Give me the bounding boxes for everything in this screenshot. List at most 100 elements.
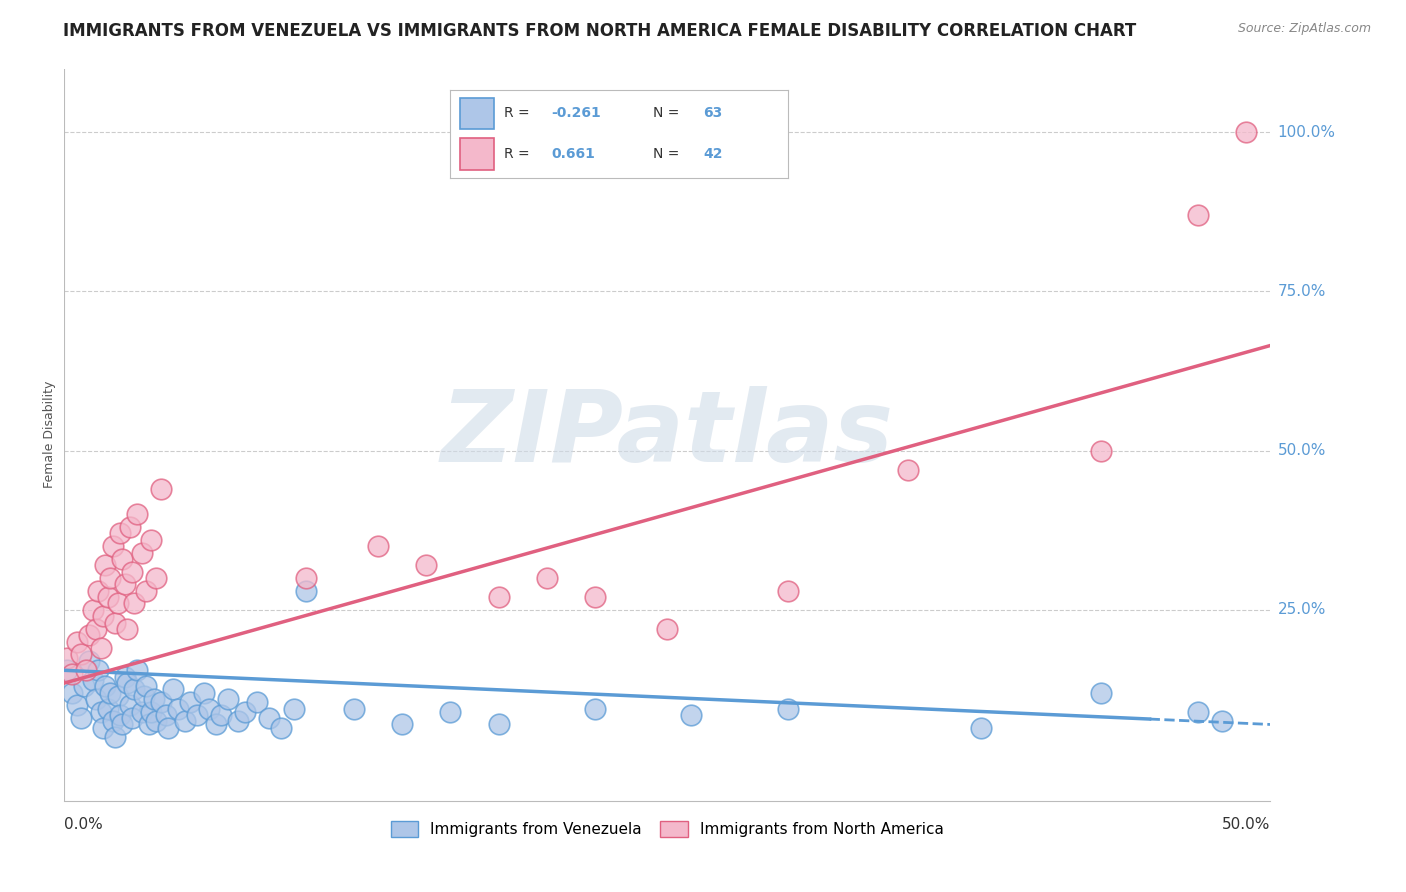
Point <box>142 692 165 706</box>
Point <box>205 717 228 731</box>
Point <box>87 583 110 598</box>
Point <box>1187 705 1209 719</box>
Point <box>162 682 184 697</box>
Point <box>488 717 510 731</box>
Point <box>141 705 163 719</box>
Text: 0.0%: 0.0% <box>65 817 103 832</box>
Point <box>77 628 100 642</box>
Point <box>125 508 148 522</box>
Point <box>56 650 79 665</box>
Point <box>439 705 461 719</box>
Point <box>135 679 157 693</box>
Point <box>84 692 107 706</box>
Point <box>97 701 120 715</box>
Point <box>125 663 148 677</box>
Point <box>104 615 127 630</box>
Point <box>1090 443 1112 458</box>
Point <box>65 634 87 648</box>
Point <box>115 622 138 636</box>
Text: 75.0%: 75.0% <box>1278 284 1326 299</box>
Point <box>294 571 316 585</box>
Point <box>776 701 799 715</box>
Point <box>101 714 124 729</box>
Point <box>82 603 104 617</box>
Point <box>166 701 188 715</box>
Point <box>226 714 249 729</box>
Point <box>114 577 136 591</box>
Point <box>118 520 141 534</box>
Point <box>145 714 167 729</box>
Point <box>107 597 129 611</box>
Point <box>970 721 993 735</box>
Point <box>101 539 124 553</box>
Point <box>118 698 141 713</box>
Point <box>77 654 100 668</box>
Point <box>367 539 389 553</box>
Text: ZIPatlas: ZIPatlas <box>440 386 894 483</box>
Point <box>155 707 177 722</box>
Point <box>135 583 157 598</box>
Point <box>115 676 138 690</box>
Point <box>209 707 232 722</box>
Point <box>536 571 558 585</box>
Point <box>82 673 104 687</box>
Point <box>73 679 96 693</box>
Point <box>91 721 114 735</box>
Point <box>107 689 129 703</box>
Point <box>90 705 112 719</box>
Point <box>132 689 155 703</box>
Point <box>84 622 107 636</box>
Point <box>124 597 146 611</box>
Point <box>124 682 146 697</box>
Point <box>186 707 208 722</box>
Text: 50.0%: 50.0% <box>1278 443 1326 458</box>
Point <box>233 705 256 719</box>
Point <box>246 695 269 709</box>
Point <box>141 533 163 547</box>
Point <box>121 711 143 725</box>
Text: 25.0%: 25.0% <box>1278 602 1326 617</box>
Point <box>1090 685 1112 699</box>
Point <box>157 721 180 735</box>
Point <box>114 670 136 684</box>
Point <box>138 717 160 731</box>
Point <box>179 695 201 709</box>
Point <box>60 685 83 699</box>
Point <box>1187 208 1209 222</box>
Point <box>60 666 83 681</box>
Text: 100.0%: 100.0% <box>1278 125 1336 140</box>
Point <box>104 730 127 744</box>
Point <box>94 679 117 693</box>
Point <box>111 717 134 731</box>
Point <box>259 711 281 725</box>
Point <box>583 590 606 604</box>
Point <box>131 545 153 559</box>
Point <box>121 565 143 579</box>
Point <box>583 701 606 715</box>
Point <box>198 701 221 715</box>
Legend: Immigrants from Venezuela, Immigrants from North America: Immigrants from Venezuela, Immigrants fr… <box>382 814 952 845</box>
Point <box>111 552 134 566</box>
Point <box>65 698 87 713</box>
Point <box>149 695 172 709</box>
Point <box>70 711 93 725</box>
Text: IMMIGRANTS FROM VENEZUELA VS IMMIGRANTS FROM NORTH AMERICA FEMALE DISABILITY COR: IMMIGRANTS FROM VENEZUELA VS IMMIGRANTS … <box>63 22 1136 40</box>
Point <box>283 701 305 715</box>
Point <box>98 685 121 699</box>
Point <box>94 558 117 573</box>
Point <box>343 701 366 715</box>
Point <box>391 717 413 731</box>
Point <box>657 622 679 636</box>
Point <box>217 692 239 706</box>
Y-axis label: Female Disability: Female Disability <box>44 381 56 489</box>
Point <box>75 663 97 677</box>
Point <box>1211 714 1233 729</box>
Text: Source: ZipAtlas.com: Source: ZipAtlas.com <box>1237 22 1371 36</box>
Point <box>70 648 93 662</box>
Point <box>149 482 172 496</box>
Point <box>56 663 79 677</box>
Point <box>174 714 197 729</box>
Point <box>91 609 114 624</box>
Point <box>98 571 121 585</box>
Point <box>488 590 510 604</box>
